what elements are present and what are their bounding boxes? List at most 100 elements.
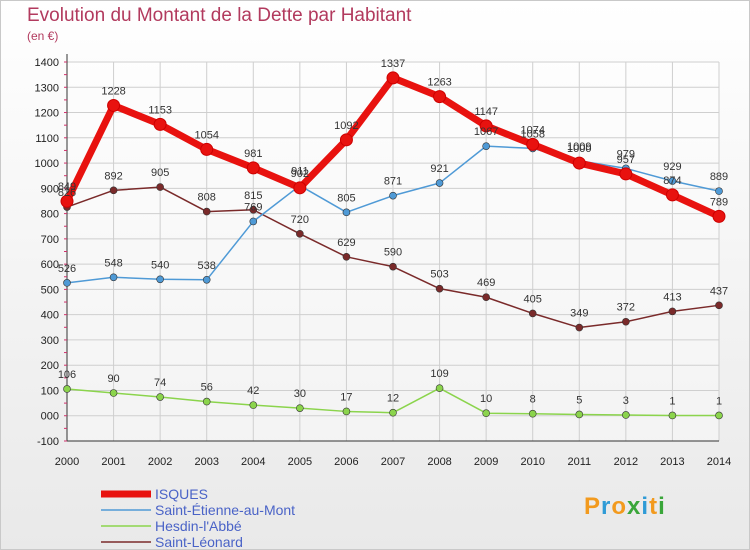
data-point [668,307,677,316]
data-point [246,161,260,175]
data-point [63,279,71,287]
data-label: 538 [198,260,216,272]
data-label: 1228 [101,85,125,97]
data-point [622,317,630,326]
legend-label-saint-etienne: Saint-Étienne-au-Mont [155,502,296,518]
logo-letter: t [649,493,659,520]
data-point [249,206,258,214]
x-tick-label: 2006 [334,456,358,468]
logo-letter: i [658,493,666,520]
legend-swatch-hesdin [101,525,151,527]
data-label: 526 [58,263,76,275]
y-tick-label: 000 [41,411,59,423]
data-point [60,194,74,208]
chart-subtitle: (en €) [27,29,59,43]
logo-letter: i [641,493,650,520]
data-point [153,117,167,131]
x-tick-label: 2005 [288,456,312,468]
y-tick-label: 1400 [35,57,59,69]
data-label: 874 [663,175,681,187]
data-point [389,408,397,417]
data-point [202,275,211,284]
data-point [668,411,677,420]
data-label: 1067 [474,126,498,138]
data-point [109,186,118,195]
legend-item-saint-leonard: Saint-Léonard [101,534,295,550]
data-label: 1000 [567,143,591,155]
data-point [715,301,723,310]
data-point [528,409,537,418]
x-tick-label: 2012 [614,456,638,468]
data-point [339,133,353,147]
legend-swatch-saint-etienne [101,509,151,511]
data-label: 1 [669,395,675,407]
legend-label-isques: ISQUES [155,486,208,502]
data-point [200,142,214,156]
y-tick-label: 100 [41,385,59,397]
y-tick-label: 1000 [35,158,59,170]
legend-label-hesdin: Hesdin-l'Abbé [155,518,242,534]
y-tick-label: 1200 [35,108,59,120]
data-point [63,385,71,393]
data-label: 106 [58,369,76,381]
data-label: 30 [294,388,306,400]
data-label: 979 [617,148,635,160]
data-label: 90 [107,373,119,385]
data-label: 1054 [194,129,218,141]
x-tick-label: 2003 [194,456,218,468]
data-label: 1058 [520,128,544,140]
data-label: 1147 [474,106,498,118]
y-tick-label: -100 [37,436,59,448]
data-point [156,183,164,191]
data-point [109,389,118,397]
data-label: 10 [480,393,492,405]
data-point [156,275,164,284]
chart-title: Evolution du Montant de la Dette par Hab… [27,5,412,26]
data-point [109,273,118,282]
data-label: 957 [617,154,635,166]
data-label: 720 [291,214,309,226]
data-label: 769 [244,201,262,213]
data-label: 981 [244,148,262,160]
y-tick-label: 500 [41,284,59,296]
legend-item-saint-etienne: Saint-Étienne-au-Mont [101,502,295,518]
data-point [528,309,537,318]
data-label: 1009 [567,141,591,153]
data-point [435,179,444,187]
data-label: 503 [430,269,448,281]
data-label: 1337 [381,58,405,70]
data-label: 5 [576,394,582,406]
data-label: 892 [104,170,122,182]
data-label: 372 [617,302,635,314]
x-tick-label: 2008 [427,456,451,468]
data-label: 929 [663,161,681,173]
y-tick-label: 300 [41,335,59,347]
x-tick-label: 2000 [55,456,79,468]
x-tick-label: 2007 [381,456,405,468]
data-label: 548 [104,257,122,269]
data-point [435,384,444,392]
data-point [107,98,121,112]
y-tick-label: 700 [41,234,59,246]
data-label: 590 [384,247,402,259]
data-label: 437 [710,285,728,297]
x-tick-label: 2001 [101,456,125,468]
data-point [389,191,397,200]
legend-item-hesdin: Hesdin-l'Abbé [101,518,295,534]
data-point [479,119,493,133]
data-label: 871 [384,176,402,188]
data-point [715,187,723,195]
y-tick-label: 200 [41,360,59,372]
legend-swatch-saint-leonard [101,541,151,543]
x-tick-label: 2009 [474,456,498,468]
data-label: 1092 [334,120,358,132]
legend-label-saint-leonard: Saint-Léonard [155,534,243,550]
data-label: 789 [710,196,728,208]
data-point [433,90,447,104]
y-tick-label: 900 [41,183,59,195]
data-label: 629 [337,237,355,249]
data-label: 1263 [427,77,451,89]
data-point [156,393,164,401]
